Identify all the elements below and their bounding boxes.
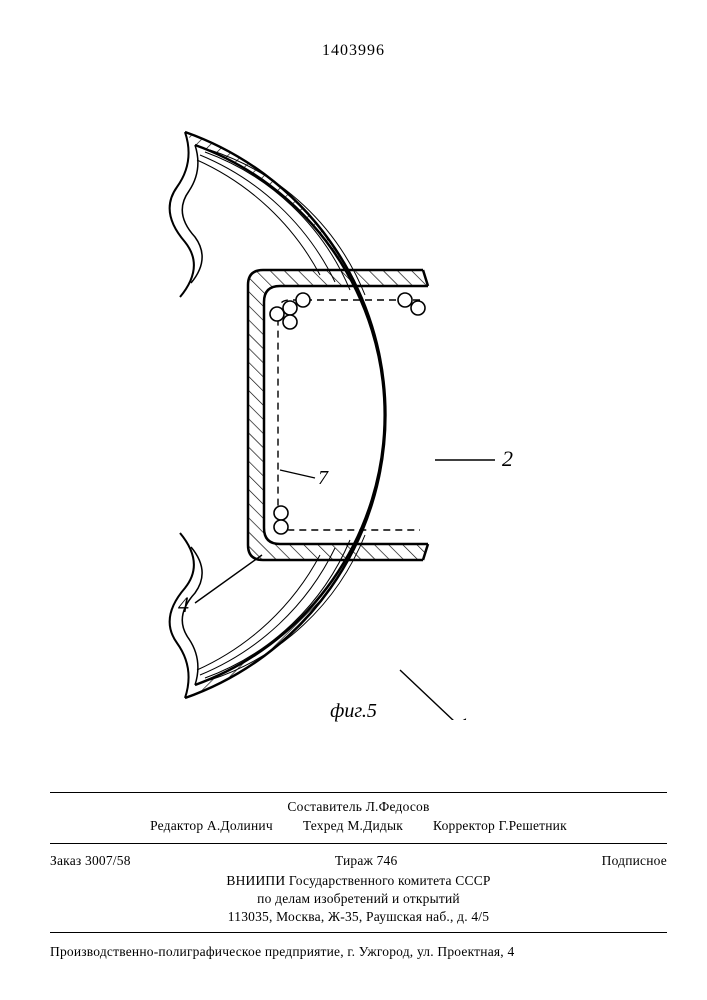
vniipi-line1: ВНИИПИ Государственного комитета СССР	[50, 872, 667, 890]
svg-text:2: 2	[502, 446, 513, 471]
divider	[50, 792, 667, 793]
figure-caption: фиг.5	[0, 700, 707, 723]
vniipi-line2: по делам изобретений и открытий	[50, 890, 667, 908]
press-line: Производственно-полиграфическое предприя…	[50, 939, 667, 960]
footer-block: Составитель Л.Федосов Редактор А.Долинич…	[50, 786, 667, 960]
vniipi-address: 113035, Москва, Ж-35, Раушская наб., д. …	[50, 908, 667, 926]
page-number: 1403996	[0, 42, 707, 60]
tech-editor: Техред М.Дидык	[303, 818, 403, 834]
divider	[50, 843, 667, 844]
figure-5: 2 7 4 1	[0, 100, 707, 720]
tirage: Тираж 746	[335, 853, 398, 869]
subscription: Подписное	[602, 853, 667, 869]
corrector: Корректор Г.Решетник	[433, 818, 567, 834]
svg-text:4: 4	[178, 592, 189, 617]
svg-text:7: 7	[318, 467, 329, 489]
divider	[50, 932, 667, 933]
editor: Редактор А.Долинич	[150, 818, 273, 834]
order-number: Заказ 3007/58	[50, 853, 131, 869]
compiler-line: Составитель Л.Федосов	[50, 799, 667, 815]
